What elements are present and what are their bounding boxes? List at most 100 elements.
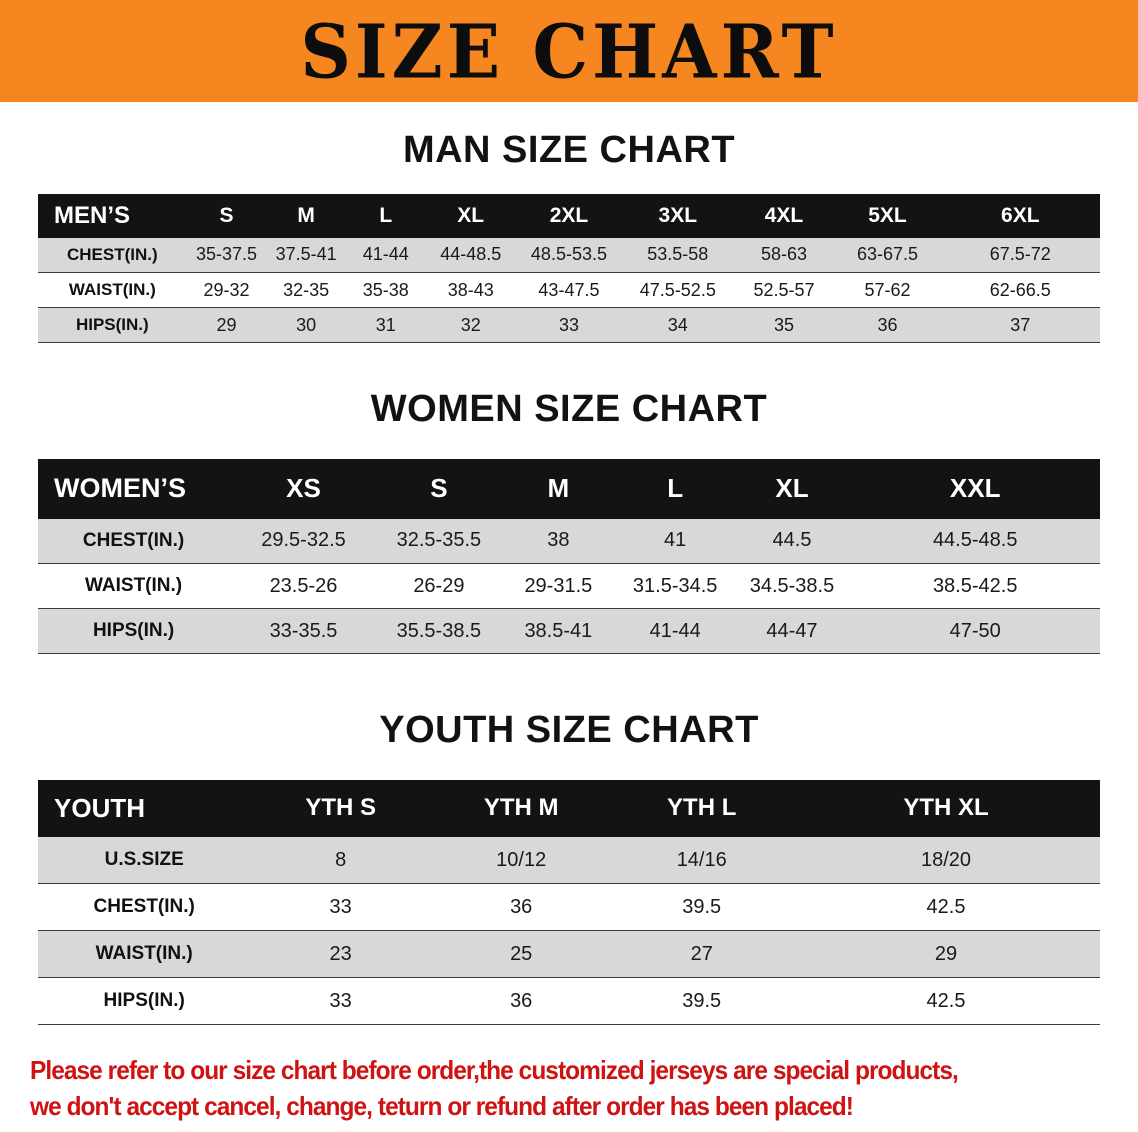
size-value: 35-38 (362, 279, 409, 300)
size-value: 42.5 (926, 895, 966, 918)
size-value: 38-43 (447, 279, 494, 300)
size-value: 33 (558, 314, 579, 335)
size-value: 29.5-32.5 (261, 529, 346, 552)
size-value: 25 (510, 942, 533, 965)
row-label: CHEST(IN.) (93, 896, 195, 918)
size-value: 44.5-48.5 (932, 529, 1018, 552)
size-value: 14/16 (676, 848, 727, 871)
women-size-table: WOMEN’S XS S M L XL XXL CHEST(IN.) 29.5-32.5 32.5… (38, 458, 1100, 655)
youth-measurement-row: U.S.SIZE 8 10/12 14/16 18/20 (38, 836, 1100, 884)
youth-measurement-row: HIPS(IN.) 33 36 39.5 42.5 (38, 977, 1100, 1025)
row-label: HIPS(IN.) (92, 620, 175, 642)
size-value: 47.5-52.5 (639, 279, 716, 300)
size-value: 30 (296, 314, 317, 335)
row-label: WAIST(IN.) (68, 280, 156, 300)
size-value: 23 (329, 942, 352, 965)
row-label: CHEST(IN.) (82, 529, 185, 551)
men-size-column-header: 4XL (764, 203, 804, 227)
size-value: 31 (375, 314, 396, 335)
size-value: 44-48.5 (440, 244, 502, 265)
size-value: 35.5-38.5 (396, 619, 482, 642)
youth-section-heading: YOUTH SIZE CHART (379, 709, 759, 752)
row-label: U.S.SIZE (104, 849, 184, 871)
size-value: 36 (510, 989, 533, 1012)
size-value: 31.5-34.5 (632, 574, 718, 597)
size-value: 32-35 (283, 279, 330, 300)
disclaimer-line-1: Please refer to our size chart before or… (30, 1055, 959, 1086)
size-chart-sections: MAN SIZE CHART MEN’S S M L XL 2XL 3XL 4XL 5XL 6XL C… (0, 128, 1138, 1025)
men-size-column-header: M (297, 203, 315, 227)
men-size-column-header: S (219, 203, 234, 227)
size-value: 38.5-42.5 (932, 574, 1018, 597)
men-measurement-row: WAIST(IN.) 29-32 32-35 35-38 38-43 43-47.5 47.… (38, 272, 1100, 308)
size-value: 43-47.5 (538, 279, 600, 300)
size-value: 36 (510, 895, 533, 918)
size-value: 38 (547, 529, 570, 552)
men-size-column-header: 6XL (1001, 203, 1040, 227)
women-table-title: WOMEN’S (54, 473, 186, 504)
size-value: 23.5-26 (269, 574, 338, 597)
size-value: 53.5-58 (647, 244, 709, 265)
youth-size-column-header: YTH L (667, 794, 737, 822)
men-measurement-row: CHEST(IN.) 35-37.5 37.5-41 41-44 44-48.5 48.5… (38, 237, 1100, 273)
youth-measurement-row: WAIST(IN.) 23 25 27 29 (38, 930, 1100, 978)
men-size-table: MEN’S S M L XL 2XL 3XL 4XL 5XL 6XL CHEST(IN.) 35-37… (38, 193, 1100, 344)
size-value: 34.5-38.5 (749, 574, 835, 597)
youth-header-row: YOUTH YTH S YTH M YTH L YTH XL (38, 779, 1100, 837)
men-size-column-header: 5XL (868, 203, 907, 227)
size-value: 34 (667, 314, 688, 335)
women-size-column-header: S (430, 473, 448, 504)
row-label: HIPS(IN.) (103, 990, 185, 1012)
men-size-column-header: L (379, 203, 393, 227)
size-value: 52.5-57 (753, 279, 815, 300)
men-size-column-header: XL (457, 203, 485, 227)
youth-size-column-header: YTH M (483, 794, 559, 822)
size-value: 63-67.5 (856, 244, 919, 265)
size-value: 29 (216, 314, 237, 335)
size-value: 29-31.5 (524, 574, 593, 597)
women-section-heading: WOMEN SIZE CHART (370, 388, 768, 431)
size-value: 41 (664, 529, 687, 552)
size-value: 39.5 (682, 989, 722, 1012)
women-size-column-header: XS (286, 473, 321, 504)
size-value: 44.5 (772, 529, 812, 552)
men-section-heading: MAN SIZE CHART (402, 129, 736, 171)
size-value: 32 (460, 314, 481, 335)
size-value: 57-62 (864, 279, 911, 300)
women-header-row: WOMEN’S XS S M L XL XXL (38, 458, 1100, 519)
size-value: 35-37.5 (195, 244, 258, 265)
size-value: 26-29 (413, 574, 465, 597)
row-label: WAIST(IN.) (85, 575, 183, 597)
women-measurement-row: CHEST(IN.) 29.5-32.5 32.5-35.5 38 41 44.5 44.5… (38, 518, 1100, 564)
women-measurement-row: HIPS(IN.) 33-35.5 35.5-38.5 38.5-41 41-44 44-… (38, 608, 1100, 654)
size-value: 8 (335, 848, 347, 871)
size-value: 58-63 (760, 244, 807, 265)
men-header-row: MEN’S S M L XL 2XL 3XL 4XL 5XL 6XL (38, 193, 1100, 238)
youth-measurement-row: CHEST(IN.) 33 36 39.5 42.5 (38, 883, 1100, 931)
youth-size-table: YOUTH YTH S YTH M YTH L YTH XL U.S.SIZE 8 10/12… (38, 779, 1100, 1026)
men-table-title: MEN’S (54, 201, 131, 229)
size-value: 27 (690, 942, 713, 965)
women-measurement-row: WAIST(IN.) 23.5-26 26-29 29-31.5 31.5-34.5 34… (38, 563, 1100, 609)
row-label: CHEST(IN.) (67, 244, 158, 264)
youth-size-column-header: YTH XL (903, 794, 989, 822)
men-size-column-header: 3XL (658, 203, 698, 227)
size-value: 37.5-41 (275, 244, 337, 265)
size-value: 48.5-53.5 (530, 244, 607, 265)
row-label: HIPS(IN.) (75, 315, 149, 335)
size-value: 41-44 (362, 244, 409, 265)
men-measurement-row: HIPS(IN.) 29 30 31 32 33 34 35 36 37 (38, 307, 1100, 343)
youth-size-column-header: YTH S (305, 794, 376, 822)
youth-table-title: YOUTH (54, 792, 145, 823)
size-value: 33 (329, 989, 352, 1012)
size-value: 62-66.5 (989, 279, 1051, 300)
page-title: SIZE CHART (300, 7, 838, 95)
size-value: 29 (934, 942, 958, 965)
men-size-column-header: 2XL (549, 203, 589, 227)
size-value: 36 (877, 314, 898, 335)
size-value: 35 (773, 314, 794, 335)
size-value: 37 (1010, 314, 1031, 335)
women-size-column-header: XXL (949, 473, 1001, 504)
size-value: 18/20 (920, 848, 972, 871)
